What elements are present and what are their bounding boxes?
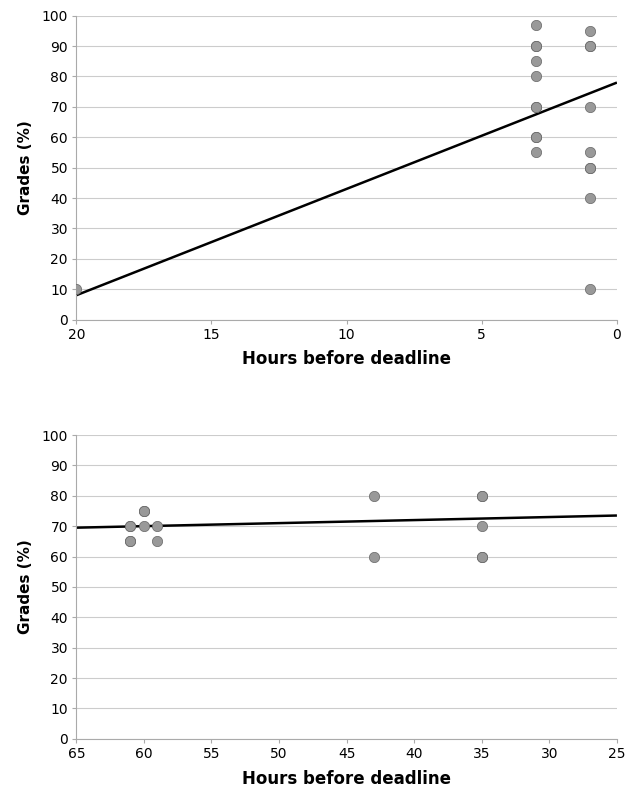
Point — [125, 520, 135, 532]
X-axis label: Hours before deadline: Hours before deadline — [242, 769, 451, 786]
Point — [584, 146, 595, 159]
Point — [584, 40, 595, 53]
Point — [530, 101, 541, 113]
Point — [530, 131, 541, 144]
Point — [125, 535, 135, 548]
Point — [476, 550, 487, 563]
Point — [584, 24, 595, 37]
Point — [530, 146, 541, 159]
Point — [139, 505, 149, 517]
Point — [584, 161, 595, 174]
Point — [530, 101, 541, 113]
Point — [584, 192, 595, 204]
Point — [368, 550, 378, 563]
Point — [530, 40, 541, 53]
Point — [530, 19, 541, 31]
Point — [139, 505, 149, 517]
Point — [476, 490, 487, 502]
Point — [584, 283, 595, 296]
Y-axis label: Grades (%): Grades (%) — [18, 539, 33, 634]
X-axis label: Hours before deadline: Hours before deadline — [242, 351, 451, 368]
Point — [584, 40, 595, 53]
Point — [530, 55, 541, 68]
Point — [71, 283, 81, 296]
Point — [476, 490, 487, 502]
Point — [584, 161, 595, 174]
Point — [368, 490, 378, 502]
Point — [152, 520, 162, 532]
Point — [476, 520, 487, 532]
Point — [530, 40, 541, 53]
Point — [139, 520, 149, 532]
Point — [530, 70, 541, 83]
Point — [476, 550, 487, 563]
Point — [530, 131, 541, 144]
Y-axis label: Grades (%): Grades (%) — [18, 120, 33, 215]
Point — [152, 535, 162, 548]
Point — [584, 101, 595, 113]
Point — [125, 535, 135, 548]
Point — [125, 520, 135, 532]
